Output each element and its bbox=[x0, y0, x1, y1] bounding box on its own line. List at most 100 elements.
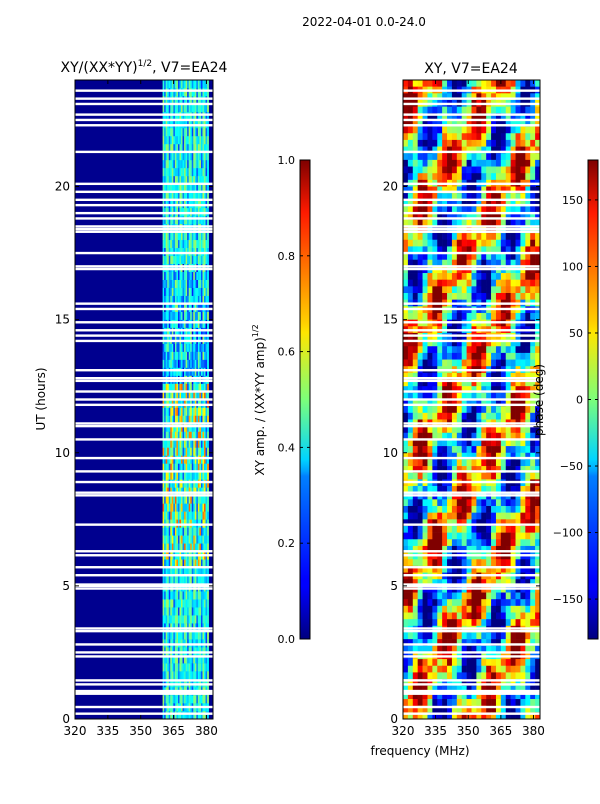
data-gap bbox=[403, 151, 540, 153]
data-gap bbox=[75, 390, 213, 392]
colorbar-tick-label: 50 bbox=[569, 327, 583, 340]
colorbar-tick-label: 150 bbox=[562, 194, 583, 207]
data-gap bbox=[75, 212, 213, 214]
data-gap bbox=[403, 231, 540, 233]
data-gap bbox=[403, 566, 540, 568]
y-tick-label: 15 bbox=[383, 313, 398, 327]
y-tick-label: 5 bbox=[390, 579, 398, 593]
data-gap bbox=[75, 103, 213, 105]
data-gap bbox=[75, 457, 213, 459]
data-gap bbox=[75, 119, 213, 121]
data-gap bbox=[75, 554, 213, 556]
amplitude-title: XY/(XX*YY)1/2, V7=EA24 bbox=[61, 59, 228, 76]
data-gap bbox=[403, 587, 540, 589]
data-gap bbox=[75, 369, 213, 371]
data-gap bbox=[403, 523, 540, 525]
x-tick-label: 380 bbox=[522, 724, 545, 738]
data-gap bbox=[403, 574, 540, 576]
data-gap bbox=[403, 404, 540, 406]
data-gap bbox=[403, 438, 540, 440]
y-tick-label: 10 bbox=[383, 446, 398, 460]
data-gap bbox=[75, 217, 213, 219]
y-tick-label: 20 bbox=[55, 180, 70, 194]
data-gap bbox=[75, 655, 213, 657]
data-gap bbox=[75, 183, 213, 185]
data-gap bbox=[403, 212, 540, 214]
amplitude-heatmap bbox=[75, 80, 213, 719]
data-gap bbox=[403, 265, 540, 267]
data-gap bbox=[75, 191, 213, 193]
data-gap bbox=[403, 302, 540, 304]
x-tick-label: 365 bbox=[162, 724, 185, 738]
amplitude-colorbar: 0.00.20.40.60.81.0 XY amp. / (XX*YY amp)… bbox=[251, 154, 310, 646]
phase-title: XY, V7=EA24 bbox=[424, 61, 518, 77]
data-gap bbox=[403, 380, 540, 382]
colorbar-tick-label: 0.4 bbox=[278, 441, 296, 454]
y-tick-label: 0 bbox=[390, 712, 398, 726]
amplitude-title-base: XY/(XX*YY) bbox=[61, 60, 138, 76]
y-tick-label: 20 bbox=[383, 180, 398, 194]
data-gap bbox=[75, 574, 213, 576]
colorbar-tick-label: −100 bbox=[553, 527, 583, 540]
y-tick-label: 15 bbox=[55, 313, 70, 327]
colorbar-tick-label: 0.0 bbox=[278, 633, 296, 646]
colorbar-tick-label: 100 bbox=[562, 260, 583, 273]
data-gap bbox=[75, 425, 213, 427]
data-gap bbox=[403, 679, 540, 681]
amplitude-colorbar-bar bbox=[300, 160, 310, 639]
data-gap bbox=[403, 481, 540, 483]
data-gap bbox=[403, 494, 540, 496]
data-gap bbox=[403, 627, 540, 629]
data-gap bbox=[75, 228, 213, 230]
data-gap bbox=[75, 265, 213, 267]
data-gap bbox=[75, 113, 213, 115]
data-gap bbox=[75, 231, 213, 233]
data-gap bbox=[403, 252, 540, 254]
colorbar-tick-label: 0 bbox=[576, 394, 583, 407]
data-gap bbox=[403, 583, 540, 585]
data-gap bbox=[403, 369, 540, 371]
data-gap bbox=[75, 302, 213, 304]
amplitude-colorbar-label: XY amp. / (XX*YY amp)1/2 bbox=[251, 324, 267, 475]
data-gap bbox=[403, 228, 540, 230]
data-gap bbox=[75, 690, 213, 692]
data-gap bbox=[403, 119, 540, 121]
x-tick-label: 320 bbox=[392, 724, 415, 738]
amplitude-ylabel: UT (hours) bbox=[34, 367, 48, 430]
data-gap bbox=[403, 204, 540, 206]
data-gap bbox=[403, 113, 540, 115]
data-gap bbox=[75, 124, 213, 126]
data-gap bbox=[75, 321, 213, 323]
phase-colorbar-label: phase (deg) bbox=[532, 364, 546, 436]
data-gap bbox=[75, 706, 213, 708]
data-gap bbox=[75, 204, 213, 206]
y-tick-label: 5 bbox=[62, 579, 70, 593]
data-gap bbox=[75, 643, 213, 645]
amplitude-title-exponent: 1/2 bbox=[138, 59, 152, 69]
data-gap bbox=[75, 340, 213, 342]
data-gap bbox=[75, 481, 213, 483]
data-gap bbox=[403, 217, 540, 219]
data-gap bbox=[75, 308, 213, 310]
data-gap bbox=[75, 422, 213, 424]
data-gap bbox=[75, 151, 213, 153]
data-gap bbox=[75, 470, 213, 472]
data-gap bbox=[75, 683, 213, 685]
data-gap bbox=[403, 690, 540, 692]
data-gap bbox=[75, 377, 213, 379]
data-gap bbox=[75, 550, 213, 552]
data-gap bbox=[403, 398, 540, 400]
data-gap bbox=[75, 398, 213, 400]
data-gap bbox=[75, 225, 213, 227]
x-tick-label: 350 bbox=[457, 724, 480, 738]
data-gap bbox=[403, 334, 540, 336]
data-gap bbox=[403, 268, 540, 270]
data-gap bbox=[75, 329, 213, 331]
data-gap bbox=[403, 103, 540, 105]
data-gap bbox=[75, 404, 213, 406]
data-gap bbox=[403, 321, 540, 323]
data-gap bbox=[403, 377, 540, 379]
